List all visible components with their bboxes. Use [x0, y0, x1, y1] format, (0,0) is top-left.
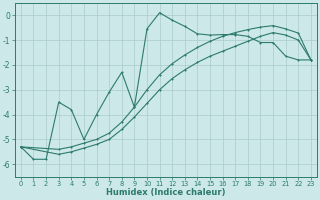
X-axis label: Humidex (Indice chaleur): Humidex (Indice chaleur)	[106, 188, 226, 197]
